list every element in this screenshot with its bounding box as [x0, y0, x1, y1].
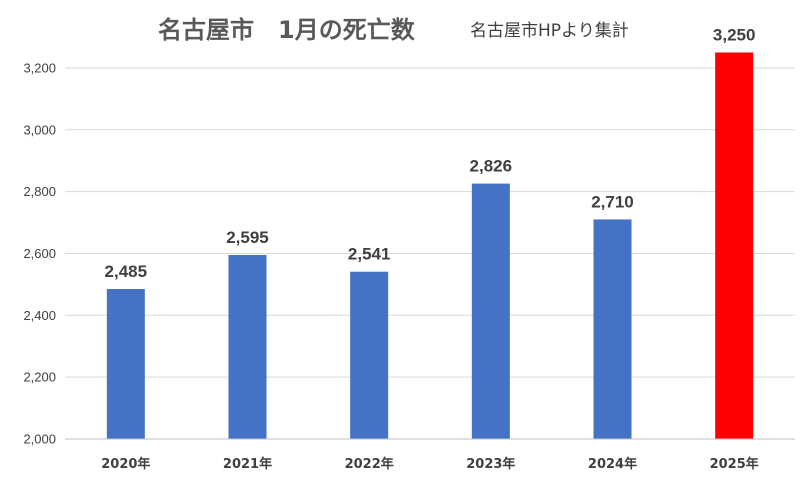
x-tick-label: 2025年 [710, 456, 759, 472]
y-tick-label: 3,200 [23, 60, 56, 75]
data-label: 2,710 [591, 192, 634, 211]
data-label: 2,541 [348, 245, 391, 264]
bar [106, 289, 145, 439]
x-tick-label: 2020年 [101, 456, 150, 472]
chart-title: 名古屋市 1月の死亡数 [158, 16, 416, 44]
y-axis-tick-labels: 2,000 2,200 2,400 2,600 2,800 3,000 3,200 [23, 60, 56, 446]
data-label: 2,826 [470, 157, 513, 176]
bar [350, 271, 389, 439]
y-tick-label: 2,800 [23, 184, 56, 199]
bar [593, 219, 632, 439]
y-tick-label: 2,000 [23, 432, 56, 447]
x-axis-tick-labels: 2020年 2021年 2022年 2023年 2024年 2025年 [101, 456, 759, 472]
bar [715, 52, 754, 439]
chart-title-group: 名古屋市 1月の死亡数 名古屋市HPより集計 [158, 16, 629, 44]
y-tick-label: 2,200 [23, 370, 56, 385]
y-tick-label: 3,000 [23, 122, 56, 137]
gridlines [65, 67, 795, 378]
y-tick-label: 2,600 [23, 246, 56, 261]
data-label: 2,485 [105, 262, 148, 281]
x-tick-label: 2024年 [588, 456, 637, 472]
x-tick-label: 2023年 [466, 456, 515, 472]
data-label: 3,250 [713, 25, 756, 44]
y-tick-label: 2,400 [23, 308, 56, 323]
bar [228, 255, 267, 439]
x-tick-label: 2022年 [345, 456, 394, 472]
chart-subtitle: 名古屋市HPより集計 [470, 21, 629, 41]
x-tick-label: 2021年 [223, 456, 272, 472]
data-labels: 2,485 2,595 2,541 2,826 2,710 3,250 [105, 25, 756, 281]
bars [106, 52, 754, 439]
bar [471, 183, 510, 439]
data-label: 2,595 [226, 228, 269, 247]
